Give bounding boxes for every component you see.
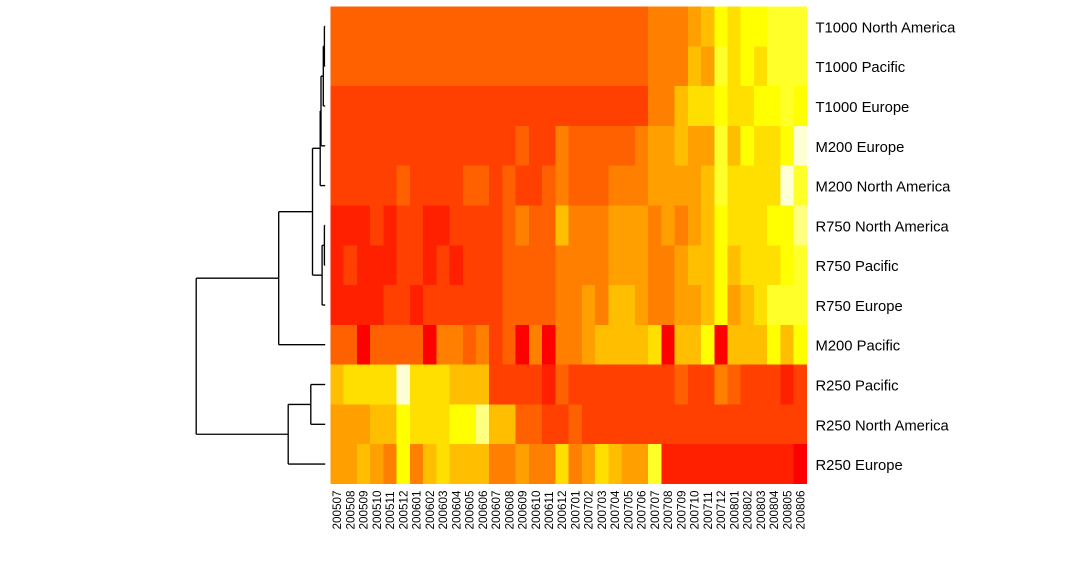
- svg-text:R250 Pacific: R250 Pacific: [816, 379, 900, 395]
- svg-text:200801: 200801: [728, 490, 741, 529]
- svg-text:200703: 200703: [596, 490, 609, 529]
- svg-text:200710: 200710: [689, 490, 702, 530]
- svg-text:200712: 200712: [715, 490, 728, 529]
- svg-text:200802: 200802: [742, 490, 755, 529]
- svg-text:200804: 200804: [768, 490, 781, 530]
- svg-text:200611: 200611: [543, 491, 556, 529]
- svg-text:200606: 200606: [477, 490, 490, 529]
- svg-text:M200 Europe: M200 Europe: [816, 140, 905, 156]
- svg-text:200609: 200609: [517, 490, 530, 529]
- svg-text:200805: 200805: [781, 490, 794, 530]
- svg-text:200601: 200601: [411, 490, 424, 529]
- svg-text:200603: 200603: [437, 490, 450, 529]
- svg-text:R250 Europe: R250 Europe: [816, 458, 903, 474]
- svg-text:T1000 Pacific: T1000 Pacific: [816, 60, 906, 76]
- svg-text:200705: 200705: [622, 490, 635, 530]
- svg-text:200806: 200806: [794, 490, 807, 529]
- svg-text:200803: 200803: [755, 490, 768, 529]
- svg-text:200704: 200704: [609, 490, 622, 530]
- svg-text:200708: 200708: [662, 490, 675, 529]
- svg-text:200709: 200709: [675, 490, 688, 529]
- svg-text:R750 Pacific: R750 Pacific: [816, 259, 900, 275]
- svg-text:200511: 200511: [384, 491, 397, 529]
- svg-text:200507: 200507: [331, 490, 344, 529]
- svg-text:R750 North America: R750 North America: [816, 219, 950, 235]
- svg-text:200612: 200612: [556, 490, 569, 529]
- svg-text:200608: 200608: [503, 490, 516, 529]
- svg-text:200706: 200706: [636, 490, 649, 529]
- svg-text:200701: 200701: [569, 490, 582, 529]
- svg-text:200510: 200510: [371, 490, 384, 530]
- svg-text:200602: 200602: [424, 490, 437, 529]
- svg-text:200605: 200605: [464, 490, 477, 530]
- svg-text:200607: 200607: [490, 490, 503, 529]
- svg-text:200711: 200711: [702, 491, 715, 529]
- svg-text:R750 Europe: R750 Europe: [816, 299, 903, 315]
- svg-text:M200 Pacific: M200 Pacific: [816, 339, 901, 355]
- svg-text:200512: 200512: [397, 490, 410, 529]
- svg-text:T1000 North America: T1000 North America: [816, 20, 957, 36]
- svg-text:200610: 200610: [530, 490, 543, 530]
- svg-text:200707: 200707: [649, 490, 662, 529]
- svg-text:200508: 200508: [344, 490, 357, 529]
- svg-text:R250 North America: R250 North America: [816, 418, 950, 434]
- svg-text:200604: 200604: [450, 490, 463, 530]
- svg-text:M200 North America: M200 North America: [816, 180, 952, 196]
- svg-text:200509: 200509: [358, 490, 371, 529]
- svg-text:200702: 200702: [583, 490, 596, 529]
- svg-text:T1000 Europe: T1000 Europe: [816, 100, 910, 116]
